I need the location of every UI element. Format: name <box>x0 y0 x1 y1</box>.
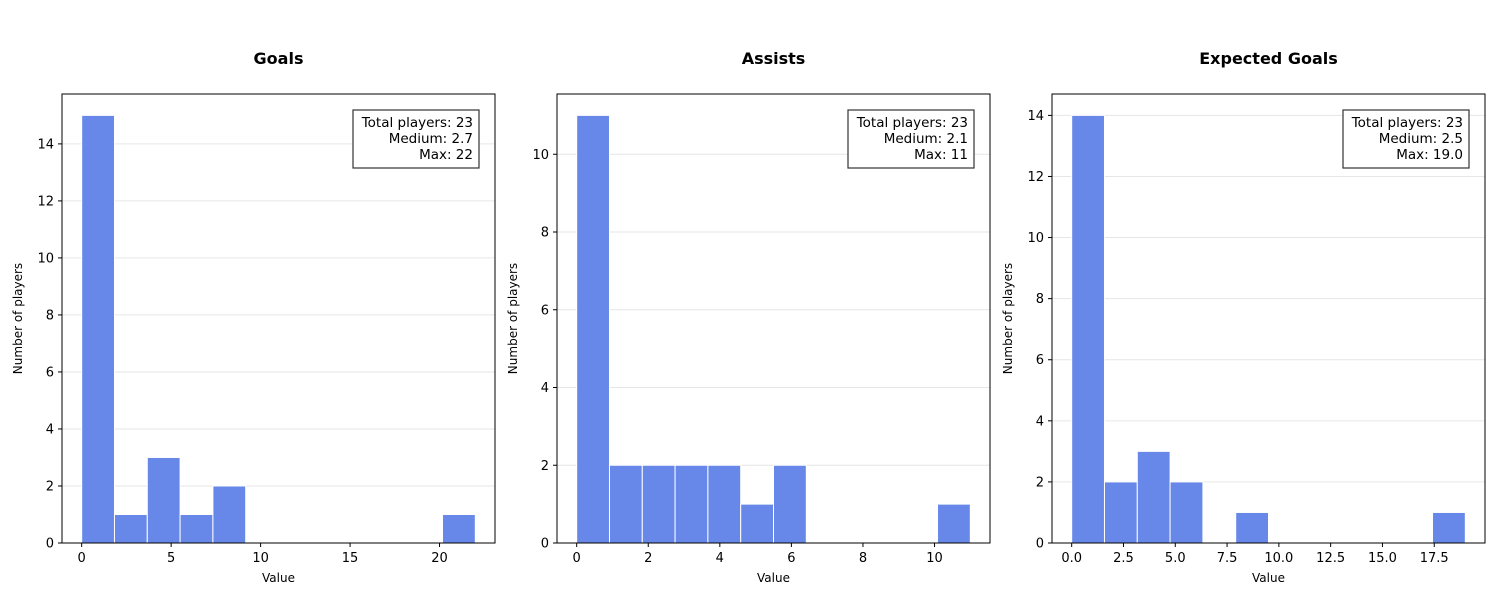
x-tick-label: 2.5 <box>1113 551 1134 566</box>
y-tick-label: 2 <box>1036 475 1044 490</box>
x-tick-label: 0.0 <box>1061 551 1082 566</box>
chart-title: Goals <box>254 49 304 68</box>
x-tick-label: 15.0 <box>1368 551 1397 566</box>
histogram-bar <box>442 513 476 544</box>
x-axis-label: Value <box>262 571 295 585</box>
y-tick-label: 8 <box>1036 292 1044 307</box>
x-tick-label: 10 <box>252 551 269 566</box>
x-tick-label: 20 <box>431 551 448 566</box>
x-tick-label: 5.0 <box>1165 551 1186 566</box>
histogram-bar <box>146 456 181 544</box>
histogram-bar <box>937 503 971 544</box>
histogram-bar <box>707 464 742 544</box>
x-tick-label: 12.5 <box>1316 551 1345 566</box>
stats-line: Total players: 23 <box>1351 115 1463 131</box>
y-tick-label: 14 <box>37 137 54 152</box>
x-axis-label: Value <box>757 571 790 585</box>
y-tick-label: 0 <box>46 537 54 552</box>
y-tick-label: 6 <box>1036 353 1044 368</box>
axes-frame <box>556 93 991 544</box>
y-tick-label: 8 <box>46 308 54 323</box>
x-axis-label: Value <box>1252 571 1285 585</box>
y-tick-label: 12 <box>37 194 54 209</box>
histogram-bar <box>1235 511 1269 544</box>
y-tick-label: 10 <box>532 148 549 163</box>
x-tick-label: 17.5 <box>1420 551 1449 566</box>
stats-line: Max: 11 <box>914 147 968 163</box>
stats-box <box>847 109 975 169</box>
chart-panel-1: 0 2 4 6 8 10 12 14 0 5 10 15 20 Goals Value Number of p… <box>11 49 496 585</box>
x-tick-label: 15 <box>342 551 359 566</box>
stats-line: Max: 19.0 <box>1396 147 1463 163</box>
x-tick-label: 2 <box>644 551 652 566</box>
axes-frame <box>61 93 496 544</box>
y-axis-label: Number of players <box>1001 263 1015 374</box>
x-tick-label: 10 <box>926 551 943 566</box>
y-tick-label: 2 <box>541 459 549 474</box>
histogram-bar <box>1136 450 1171 544</box>
histogram-bar <box>1432 511 1466 544</box>
chart-title: Assists <box>742 49 806 68</box>
histogram-bar <box>740 503 775 544</box>
histogram-bar <box>113 513 148 544</box>
stats-line: Medium: 2.7 <box>389 131 473 147</box>
histogram-bar <box>608 464 643 544</box>
x-tick-label: 8 <box>859 551 867 566</box>
histogram-bar <box>576 114 610 544</box>
chart-title: Expected Goals <box>1199 49 1338 68</box>
x-tick-label: 6 <box>787 551 795 566</box>
stats-line: Max: 22 <box>419 147 473 163</box>
histogram-bar <box>1169 481 1204 544</box>
stats-line: Medium: 2.1 <box>884 131 968 147</box>
x-tick-label: 7.5 <box>1217 551 1238 566</box>
histogram-bar <box>1103 481 1138 544</box>
stats-line: Total players: 23 <box>856 115 968 131</box>
y-tick-label: 6 <box>46 365 54 380</box>
y-tick-label: 4 <box>1036 414 1044 429</box>
y-tick-label: 0 <box>1036 537 1044 552</box>
y-tick-label: 6 <box>541 303 549 318</box>
y-tick-label: 10 <box>37 251 54 266</box>
stats-box <box>352 109 480 169</box>
y-tick-label: 8 <box>541 226 549 241</box>
y-tick-label: 4 <box>46 422 54 437</box>
histogram-bar <box>81 114 115 544</box>
histogram-bar <box>773 464 807 544</box>
y-axis-label: Number of players <box>11 263 25 374</box>
chart-panel-3: 0 2 4 6 8 10 12 14 0.0 2.5 5.0 7.5 10.0 12.5 15.0 17.5 E… <box>1001 49 1486 585</box>
histogram-bar <box>1071 114 1105 544</box>
chart-panel-2: 0 2 4 6 8 10 0 2 4 6 8 10 Assists Value Number of play… <box>506 49 991 585</box>
histogram-bar <box>179 513 214 544</box>
x-tick-label: 0 <box>573 551 581 566</box>
y-tick-label: 14 <box>1027 109 1044 124</box>
x-tick-label: 0 <box>78 551 86 566</box>
stats-line: Total players: 23 <box>361 115 473 131</box>
y-tick-label: 0 <box>541 537 549 552</box>
histogram-bar <box>674 464 709 544</box>
stats-box <box>1342 109 1470 169</box>
y-tick-label: 4 <box>541 381 549 396</box>
y-tick-label: 12 <box>1027 170 1044 185</box>
histogram-bar <box>212 485 247 544</box>
y-tick-label: 10 <box>1027 231 1044 246</box>
y-axis-label: Number of players <box>506 263 520 374</box>
y-tick-label: 2 <box>46 479 54 494</box>
x-tick-label: 4 <box>716 551 724 566</box>
x-tick-label: 10.0 <box>1264 551 1293 566</box>
x-tick-label: 5 <box>167 551 175 566</box>
stats-line: Medium: 2.5 <box>1379 131 1463 147</box>
histogram-bar <box>641 464 676 544</box>
axes-frame <box>1051 93 1486 544</box>
